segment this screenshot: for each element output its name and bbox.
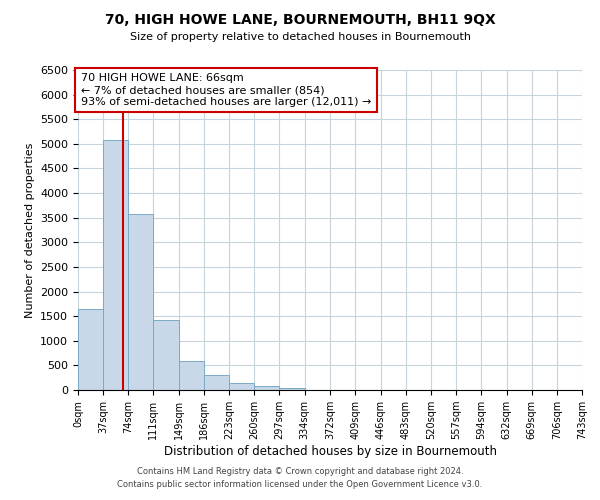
Text: Contains HM Land Registry data © Crown copyright and database right 2024.: Contains HM Land Registry data © Crown c…	[137, 467, 463, 476]
Bar	[103, 140, 128, 390]
Text: Contains public sector information licensed under the Open Government Licence v3: Contains public sector information licen…	[118, 480, 482, 489]
Text: Size of property relative to detached houses in Bournemouth: Size of property relative to detached ho…	[130, 32, 470, 42]
Bar	[78, 310, 103, 390]
Text: 70 HIGH HOWE LANE: 66sqm
← 7% of detached houses are smaller (854)
93% of semi-d: 70 HIGH HOWE LANE: 66sqm ← 7% of detache…	[81, 74, 371, 106]
Bar	[254, 386, 280, 390]
Bar	[153, 320, 179, 390]
Bar	[280, 388, 305, 390]
X-axis label: Distribution of detached houses by size in Bournemouth: Distribution of detached houses by size …	[163, 445, 497, 458]
Bar	[179, 361, 204, 390]
Bar	[229, 382, 254, 390]
Bar	[128, 214, 153, 390]
Bar	[204, 375, 229, 390]
Text: 70, HIGH HOWE LANE, BOURNEMOUTH, BH11 9QX: 70, HIGH HOWE LANE, BOURNEMOUTH, BH11 9Q…	[104, 12, 496, 26]
Y-axis label: Number of detached properties: Number of detached properties	[25, 142, 35, 318]
